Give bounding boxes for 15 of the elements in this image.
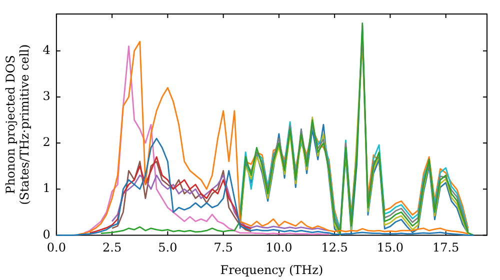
x-tick-label: 10.0 bbox=[266, 240, 292, 255]
x-tick-label: 17.5 bbox=[432, 240, 460, 255]
x-tick-label: 12.5 bbox=[321, 240, 348, 255]
y-tick-label: 0 bbox=[42, 227, 50, 242]
x-tick-label: 2.5 bbox=[102, 240, 122, 255]
x-tick-label: 7.5 bbox=[214, 240, 233, 255]
x-tick-label: 0.0 bbox=[46, 240, 66, 255]
x-tick-label: 5.0 bbox=[158, 240, 178, 255]
y-tick-label: 2 bbox=[42, 135, 50, 150]
y-axis-title: Phonon projected DOS (States/THz·primitive cell) bbox=[3, 44, 32, 205]
x-tick-label: 15.0 bbox=[376, 240, 404, 255]
y-tick-label: 1 bbox=[42, 181, 50, 196]
y-tick-label: 3 bbox=[42, 89, 50, 104]
x-axis-title: Frequency (THz) bbox=[220, 262, 324, 277]
y-tick-label: 4 bbox=[42, 42, 51, 57]
